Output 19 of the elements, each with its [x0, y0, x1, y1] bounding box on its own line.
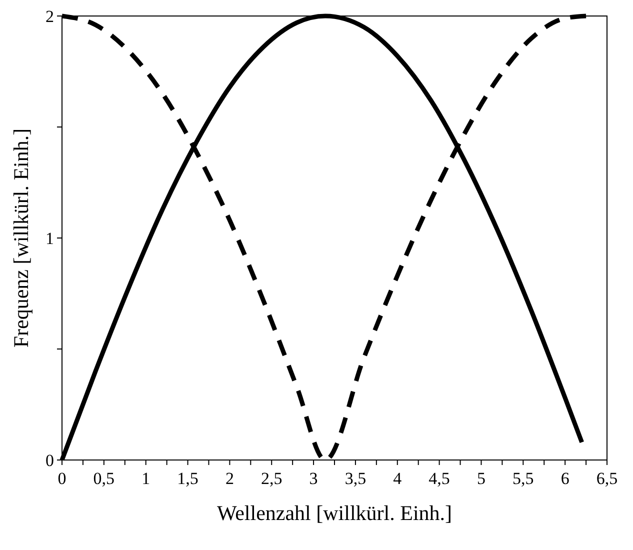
- y-axis-title: Frequenz [willkürl. Einh.]: [9, 128, 33, 348]
- x-tick-label: 3: [309, 469, 318, 488]
- x-tick-label: 2,5: [260, 469, 282, 488]
- y-tick-label: 2: [46, 6, 54, 26]
- y-tick-label: 1: [46, 228, 54, 248]
- x-axis-title: Wellenzahl [willkürl. Einh.]: [216, 501, 452, 525]
- x-tick-label: 1: [142, 469, 150, 488]
- x-tick-label: 6: [560, 469, 570, 488]
- x-tick-label: 0,5: [93, 469, 115, 488]
- x-tick-label: 4,5: [428, 469, 450, 488]
- x-tick-label: 0: [58, 469, 66, 488]
- x-tick-label: 2: [225, 469, 234, 488]
- y-tick-label: 0: [46, 450, 54, 470]
- x-tick-label: 4: [393, 469, 402, 488]
- x-tick-label: 5,5: [512, 469, 534, 488]
- x-tick-label: 3,5: [344, 469, 366, 488]
- x-tick-label: 1,5: [177, 469, 198, 488]
- x-tick-label: 5: [476, 469, 486, 488]
- x-tick-label: 6,5: [596, 469, 618, 488]
